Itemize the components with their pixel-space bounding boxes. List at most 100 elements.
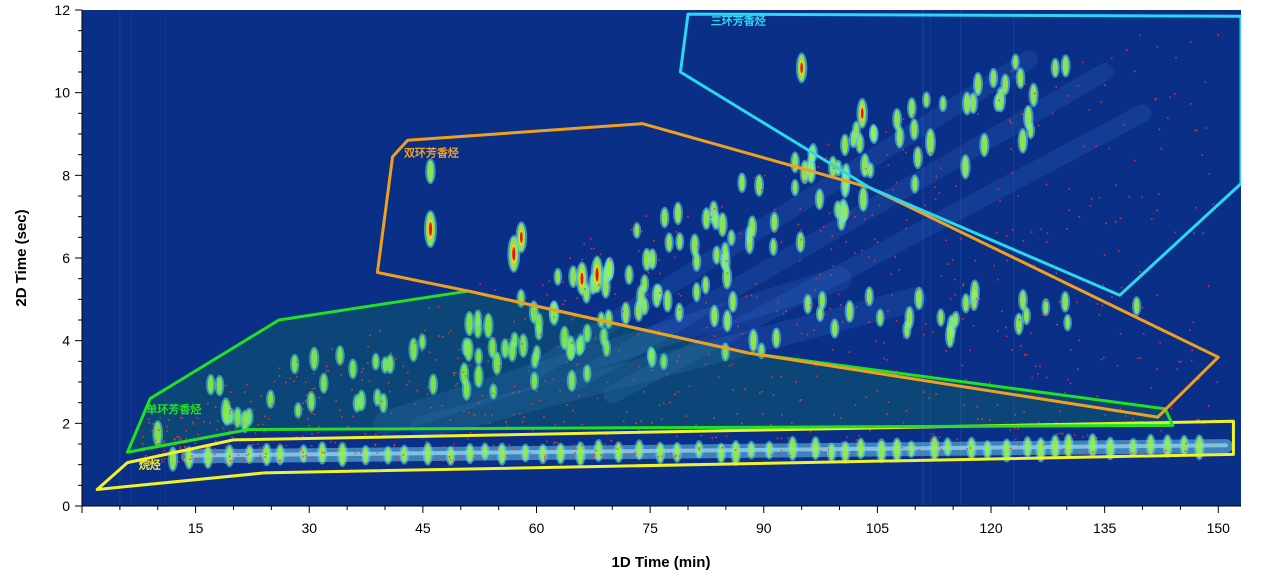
peak-marker xyxy=(574,452,576,454)
peak-marker xyxy=(1105,222,1107,225)
peak-marker xyxy=(934,186,936,189)
peak-marker xyxy=(402,454,405,456)
peak-marker xyxy=(376,452,379,455)
peak-marker xyxy=(325,370,327,373)
peak xyxy=(866,288,872,305)
peak-marker xyxy=(245,383,248,386)
peak-marker xyxy=(1031,376,1034,379)
peak-marker xyxy=(234,448,236,450)
peak-marker xyxy=(1006,259,1009,262)
peak xyxy=(714,247,720,263)
peak-marker xyxy=(776,456,779,458)
peak-marker xyxy=(1009,429,1012,431)
peak-marker xyxy=(674,456,676,458)
y-tick-label: 8 xyxy=(62,167,70,183)
peak-marker xyxy=(231,436,234,438)
peak-marker xyxy=(360,450,362,453)
peak-marker xyxy=(1070,349,1072,351)
peak-marker xyxy=(818,306,821,309)
peak-marker xyxy=(854,252,856,254)
peak xyxy=(894,109,901,129)
peak-marker xyxy=(293,380,295,382)
peak-marker xyxy=(734,449,737,451)
peak-marker xyxy=(1077,84,1080,87)
peak-marker xyxy=(553,316,555,318)
peak-marker xyxy=(1098,313,1101,316)
peak-marker xyxy=(228,412,231,415)
peak-marker xyxy=(1056,432,1059,435)
peak-marker xyxy=(234,427,237,430)
peak-marker xyxy=(800,238,802,241)
peak-marker xyxy=(1207,405,1210,407)
peak xyxy=(970,94,977,113)
peak-marker xyxy=(833,413,835,416)
peak-marker xyxy=(455,384,457,387)
peak xyxy=(953,312,959,326)
peak-marker xyxy=(449,419,451,421)
peak-marker xyxy=(1122,123,1125,126)
peak xyxy=(186,447,193,468)
peak-marker xyxy=(1114,221,1117,223)
peak-marker xyxy=(1156,46,1159,48)
peak-marker xyxy=(928,397,930,399)
peak-marker xyxy=(1138,34,1141,37)
y-tick-label: 0 xyxy=(62,498,70,514)
peak-marker xyxy=(569,257,572,259)
peak-marker xyxy=(191,455,193,457)
peak-marker xyxy=(296,361,299,363)
peak-marker xyxy=(1156,294,1158,296)
peak-marker xyxy=(278,367,281,370)
peak-marker xyxy=(809,304,812,306)
peak xyxy=(749,217,756,238)
peak-marker xyxy=(825,157,828,159)
peak-marker xyxy=(878,204,881,207)
peak xyxy=(906,307,913,328)
peak-marker xyxy=(278,375,281,377)
peak-marker xyxy=(1039,365,1041,368)
peak-marker xyxy=(264,415,266,418)
peak-marker xyxy=(155,439,157,442)
peak-marker xyxy=(700,435,703,437)
peak-marker xyxy=(804,179,806,182)
peak xyxy=(693,284,700,301)
peak xyxy=(535,314,542,332)
peak xyxy=(1037,439,1044,461)
diffuse-band xyxy=(527,50,1038,379)
peak-marker xyxy=(839,417,842,419)
peak-marker xyxy=(1009,121,1011,123)
peak-marker xyxy=(1175,56,1177,59)
peak xyxy=(750,330,757,351)
peak-marker xyxy=(529,452,531,454)
peak xyxy=(914,148,921,168)
peak-marker xyxy=(1205,127,1207,129)
peak-marker xyxy=(1018,318,1021,321)
peak-marker xyxy=(553,443,555,445)
peak-marker xyxy=(848,211,851,214)
peak-marker xyxy=(314,460,316,463)
peak-marker xyxy=(334,450,337,452)
peak xyxy=(893,439,901,461)
peak-marker xyxy=(552,378,555,380)
peak-marker xyxy=(453,443,455,446)
peak-marker xyxy=(875,340,878,343)
peak-marker xyxy=(1030,332,1032,335)
peak-marker xyxy=(594,337,597,340)
peak-marker xyxy=(923,391,925,393)
peak-marker xyxy=(1208,172,1211,175)
peak-marker xyxy=(571,342,573,344)
peak xyxy=(981,134,988,156)
peak-marker xyxy=(636,221,638,224)
peak xyxy=(842,135,848,155)
peak-marker xyxy=(876,389,879,392)
peak-marker xyxy=(871,214,874,216)
peak xyxy=(940,97,946,111)
peak-marker xyxy=(1011,229,1014,232)
peak-marker xyxy=(1190,359,1193,362)
x-tick-label: 90 xyxy=(756,520,772,536)
peak-marker xyxy=(935,393,937,395)
peak-marker xyxy=(327,370,330,372)
peak-marker xyxy=(925,323,927,326)
peak-marker xyxy=(592,458,594,460)
peak xyxy=(1107,438,1114,459)
peak xyxy=(1015,314,1022,334)
